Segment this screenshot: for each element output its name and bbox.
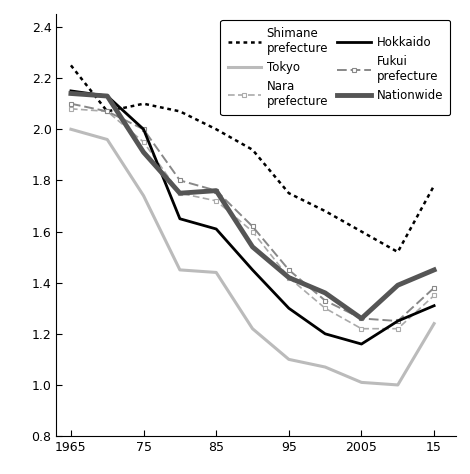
Legend: Shimane
prefecture, Tokyo, Nara
prefecture, Hokkaido, Fukui
prefecture, Nationwi: Shimane prefecture, Tokyo, Nara prefectu… <box>220 20 450 115</box>
